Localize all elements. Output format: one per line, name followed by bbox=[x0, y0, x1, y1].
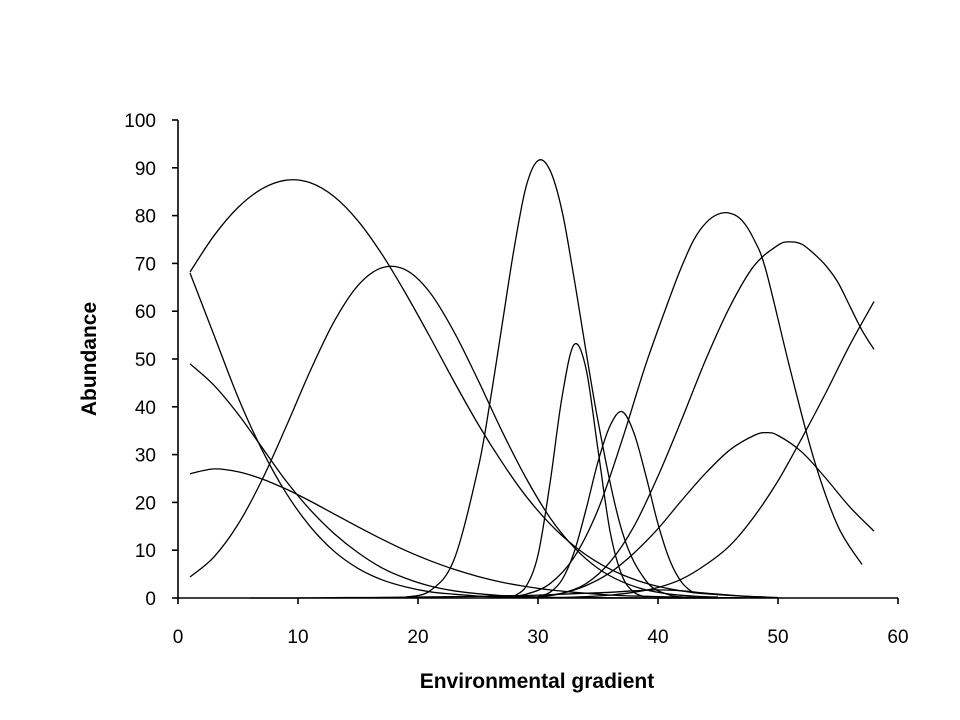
series-line-6 bbox=[501, 212, 863, 599]
y-axis-ticks: 0 10 20 30 40 50 60 70 80 90 100 bbox=[124, 111, 178, 610]
y-tick-label: 70 bbox=[135, 254, 156, 275]
y-tick-label: 80 bbox=[135, 207, 156, 228]
series-line-10 bbox=[189, 363, 718, 599]
x-tick-label: 20 bbox=[407, 627, 428, 648]
x-axis-ticks: 0 10 20 30 40 50 60 bbox=[173, 598, 909, 648]
y-tick-label: 10 bbox=[135, 541, 156, 562]
series-line-1 bbox=[189, 179, 767, 598]
series-line-7 bbox=[537, 241, 875, 598]
y-tick-label: 50 bbox=[135, 350, 156, 371]
x-tick-label: 60 bbox=[887, 627, 908, 648]
series-line-4 bbox=[513, 342, 647, 598]
x-tick-label: 40 bbox=[647, 627, 668, 648]
series-layer bbox=[189, 159, 875, 599]
series-line-3 bbox=[405, 159, 695, 599]
x-tick-label: 0 bbox=[173, 627, 184, 648]
y-axis-title: Abundance bbox=[78, 302, 101, 416]
series-line-5 bbox=[537, 410, 695, 598]
y-tick-label: 100 bbox=[124, 111, 156, 132]
y-tick-label: 20 bbox=[135, 493, 156, 514]
y-tick-label: 30 bbox=[135, 446, 156, 467]
x-tick-label: 10 bbox=[287, 627, 308, 648]
y-tick-label: 90 bbox=[135, 159, 156, 180]
series-line-9 bbox=[537, 301, 875, 599]
series-line-11 bbox=[189, 272, 742, 599]
series-line-8 bbox=[537, 431, 875, 598]
y-tick-label: 60 bbox=[135, 302, 156, 323]
series-line-2 bbox=[189, 265, 719, 598]
y-tick-label: 0 bbox=[145, 589, 156, 610]
x-tick-label: 50 bbox=[767, 627, 788, 648]
x-tick-label: 30 bbox=[527, 627, 548, 648]
y-tick-label: 40 bbox=[135, 398, 156, 419]
x-axis-title: Environmental gradient bbox=[420, 670, 655, 693]
series-line-12 bbox=[189, 468, 767, 599]
